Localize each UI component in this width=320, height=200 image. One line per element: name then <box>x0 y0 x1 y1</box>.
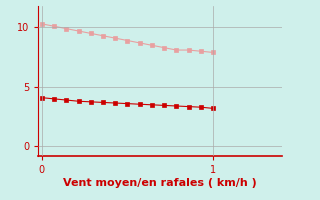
X-axis label: Vent moyen/en rafales ( km/h ): Vent moyen/en rafales ( km/h ) <box>63 178 257 188</box>
